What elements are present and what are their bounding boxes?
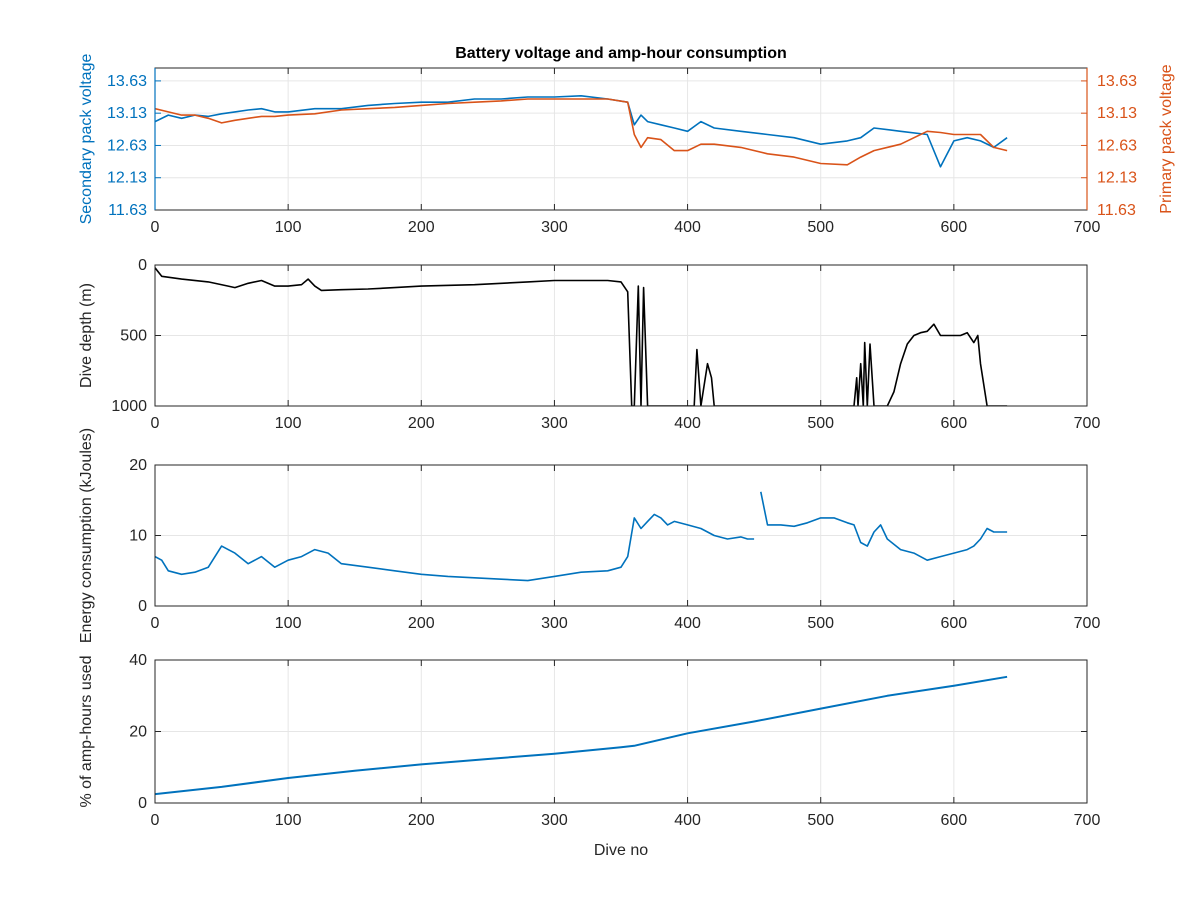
y-tick-label: 20 — [129, 457, 147, 474]
y-tick-label: 0 — [138, 795, 147, 812]
series-line-2 — [155, 98, 1008, 166]
figure-title: Battery voltage and amp-hour consumption — [455, 45, 787, 62]
x-tick-label: 500 — [807, 219, 834, 236]
subplot-2: 0 100 200 300 400 500 600 700 0 500 1000 Dive depth… — [78, 257, 1100, 432]
y-tick-label: 500 — [120, 328, 147, 345]
subplot-3: 0 100 200 300 400 500 600 700 0 10 20 Energy consum… — [78, 428, 1100, 643]
y-tick-label: 12.13 — [107, 170, 147, 187]
subplot-1: 0 100 200 300 400 500 600 70011.6312.1312.6313.… — [78, 54, 1175, 236]
x-tick-label: 700 — [1074, 812, 1101, 829]
axes-frame — [154, 659, 1088, 804]
y-right-tick-label: 12.13 — [1097, 170, 1137, 187]
y-tick-label: 0 — [138, 257, 147, 274]
axes-frame — [154, 264, 1088, 407]
y-axis-label: Secondary pack voltage — [78, 54, 95, 225]
y-axis-label: % of amp-hours used — [78, 655, 95, 807]
x-tick-label: 500 — [807, 812, 834, 829]
x-tick-label: 700 — [1074, 219, 1101, 236]
y-axis-label: Energy consumption (kJoules) — [78, 428, 95, 643]
x-tick-label: 300 — [541, 615, 568, 632]
x-tick-label: 200 — [408, 219, 435, 236]
x-tick-label: 100 — [275, 415, 302, 432]
x-tick-label: 600 — [941, 812, 968, 829]
y-tick-label: 13.63 — [107, 73, 147, 90]
y-right-tick-label: 11.63 — [1097, 202, 1136, 219]
y-tick-label: 0 — [138, 598, 147, 615]
x-tick-label: 100 — [275, 812, 302, 829]
y-tick-label: 12.63 — [107, 137, 147, 154]
x-tick-label: 600 — [941, 415, 968, 432]
y-tick-label: 1000 — [111, 398, 147, 415]
x-tick-label: 0 — [151, 615, 160, 632]
x-tick-label: 0 — [151, 812, 160, 829]
x-tick-label: 600 — [941, 219, 968, 236]
x-tick-label: 600 — [941, 615, 968, 632]
x-tick-label: 0 — [151, 415, 160, 432]
x-tick-label: 400 — [674, 812, 701, 829]
x-tick-label: 700 — [1074, 415, 1101, 432]
y-right-tick-label: 13.63 — [1097, 73, 1137, 90]
x-axis-label: Dive no — [594, 842, 648, 859]
axes-frame — [154, 464, 1088, 607]
x-tick-label: 300 — [541, 812, 568, 829]
y-right-tick-label: 12.63 — [1097, 137, 1137, 154]
x-tick-label: 100 — [275, 219, 302, 236]
y-tick-label: 13.13 — [107, 105, 147, 122]
x-tick-label: 500 — [807, 415, 834, 432]
series-line-1 — [155, 513, 755, 582]
x-tick-label: 400 — [674, 219, 701, 236]
series-line-2 — [760, 491, 1008, 562]
series-line-1 — [155, 675, 1008, 796]
x-tick-label: 500 — [807, 615, 834, 632]
y-axis-label: Dive depth (m) — [78, 283, 95, 388]
x-tick-label: 300 — [541, 219, 568, 236]
x-tick-label: 0 — [151, 219, 160, 236]
series-line-1 — [155, 267, 1008, 406]
y-right-axis-label: Primary pack voltage — [1158, 64, 1175, 213]
y-tick-label: 10 — [129, 528, 147, 545]
y-tick-label: 11.63 — [108, 202, 147, 219]
x-tick-label: 200 — [408, 415, 435, 432]
x-tick-label: 400 — [674, 415, 701, 432]
subplot-4: 0 100 200 300 400 500 600 700 0 20 40 % of amp-hour… — [78, 652, 1100, 859]
x-tick-label: 700 — [1074, 615, 1101, 632]
x-tick-label: 200 — [408, 812, 435, 829]
x-tick-label: 400 — [674, 615, 701, 632]
x-tick-label: 200 — [408, 615, 435, 632]
y-right-tick-label: 13.13 — [1097, 105, 1137, 122]
y-tick-label: 40 — [129, 652, 147, 669]
plot-area — [155, 68, 1087, 210]
x-tick-label: 100 — [275, 615, 302, 632]
x-tick-label: 300 — [541, 415, 568, 432]
y-tick-label: 20 — [129, 724, 147, 741]
